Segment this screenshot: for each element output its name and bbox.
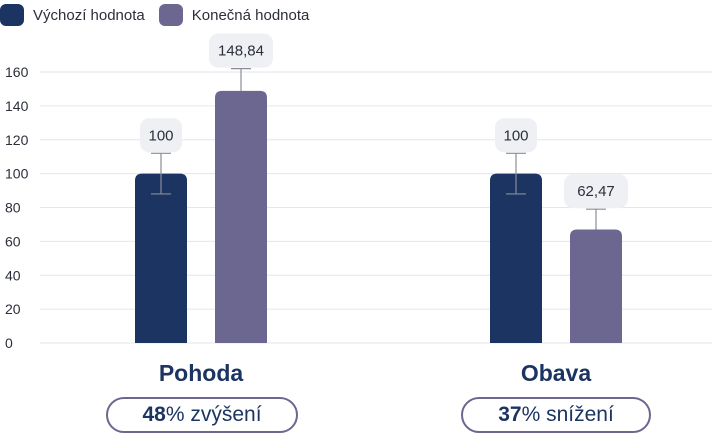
y-axis-ticks: 0 20 40 60 80 100 120 140 160 xyxy=(5,64,29,351)
value-label-bg xyxy=(495,118,537,153)
y-tick-label-80: 80 xyxy=(5,200,21,216)
y-tick-label-140: 140 xyxy=(5,98,29,114)
value-label-obava-baseline: 100 xyxy=(495,118,537,153)
legend-swatch-final xyxy=(158,4,183,26)
legend-swatch-baseline xyxy=(0,4,24,26)
change-badge-obava: 37% snížení xyxy=(461,397,651,433)
y-tick-label-40: 40 xyxy=(5,267,21,283)
bar-obava-final xyxy=(570,229,622,343)
value-label-text: 62,47 xyxy=(577,183,615,200)
y-tick-label-60: 60 xyxy=(5,233,21,249)
y-tick-label-20: 20 xyxy=(5,301,21,317)
y-tick-label-120: 120 xyxy=(5,132,29,148)
value-label-text: 100 xyxy=(148,127,173,144)
change-text-pohoda: % zvýšení xyxy=(165,403,262,426)
change-value-obava: 37 xyxy=(498,403,522,426)
category-label-pohoda: Pohoda xyxy=(158,360,244,386)
bar-obava-baseline xyxy=(490,173,542,343)
value-label-bg xyxy=(209,33,273,68)
error-bars xyxy=(151,68,606,230)
y-tick-label-160: 160 xyxy=(5,64,29,80)
y-tick-label-100: 100 xyxy=(5,166,29,182)
error-bar-pohoda-baseline xyxy=(151,152,171,195)
value-label-bg xyxy=(140,118,182,153)
y-tick-label-0: 0 xyxy=(5,335,13,351)
value-label-obava-final: 62,47 xyxy=(564,174,628,209)
change-value-pohoda: 48 xyxy=(142,403,166,426)
bars xyxy=(135,90,622,343)
value-label-pohoda-baseline: 100 xyxy=(140,118,182,153)
error-bar-pohoda-final xyxy=(231,68,251,91)
legend: Výchozí hodnota Konečná hodnota xyxy=(0,4,323,26)
change-badge-pohoda: 48% zvýšení xyxy=(106,397,298,433)
legend-label-final: Konečná hodnota xyxy=(191,6,310,24)
category-label-obava: Obava xyxy=(520,360,592,386)
bar-pohoda-baseline xyxy=(135,173,187,343)
value-label-text: 148,84 xyxy=(218,43,264,60)
legend-item-baseline[interactable]: Výchozí hodnota xyxy=(0,4,145,26)
value-label-bg xyxy=(564,174,628,209)
error-bar-obava-final xyxy=(586,208,606,230)
legend-label-baseline: Výchozí hodnota xyxy=(33,6,145,24)
value-labels: 100 100 148,84 62,47 xyxy=(140,33,628,209)
legend-item-final[interactable]: Konečná hodnota xyxy=(158,4,310,26)
value-label-pohoda-final: 148,84 xyxy=(209,33,273,68)
bar-pohoda-final xyxy=(215,90,267,343)
error-bar-obava-baseline xyxy=(506,152,526,195)
change-text-obava: % snížení xyxy=(521,403,614,426)
value-label-text: 100 xyxy=(503,127,528,144)
